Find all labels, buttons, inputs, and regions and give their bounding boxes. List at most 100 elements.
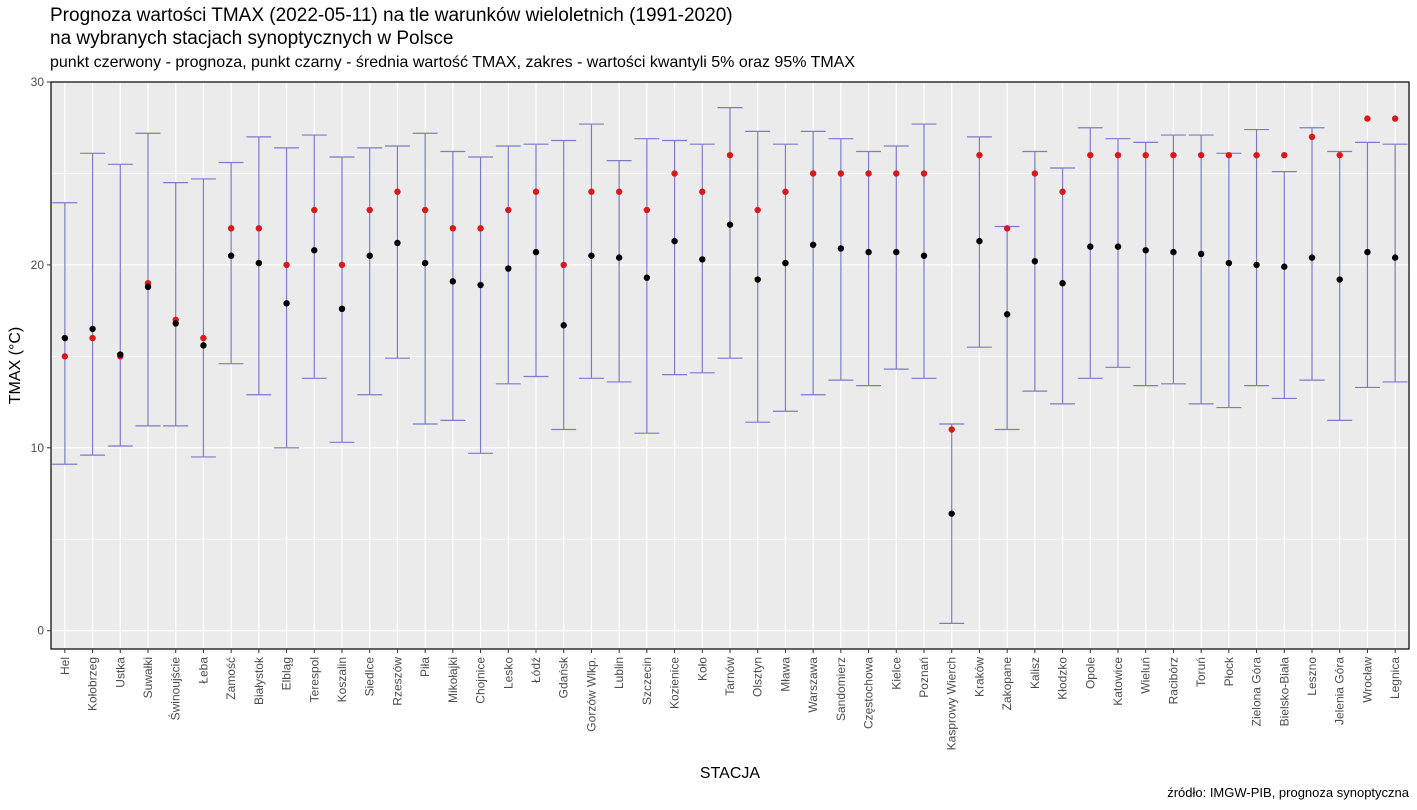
forecast-point bbox=[1308, 133, 1316, 141]
mean-point bbox=[1281, 263, 1288, 270]
x-tick-label: Lesko bbox=[501, 657, 515, 689]
mean-point bbox=[311, 247, 318, 254]
x-tick-label: Rzeszów bbox=[390, 657, 404, 706]
mean-point bbox=[560, 322, 567, 329]
x-tick-label: Opole bbox=[1083, 657, 1097, 689]
mean-point bbox=[227, 252, 235, 259]
x-tick-label: Poznań bbox=[917, 657, 931, 698]
mean-point bbox=[366, 252, 373, 259]
forecast-point bbox=[200, 334, 207, 342]
quantile-range-44 bbox=[1271, 171, 1297, 400]
x-tick-label: Tarnów bbox=[723, 657, 737, 696]
x-tick-label: Kalisz bbox=[1028, 657, 1042, 689]
quantile-range-4 bbox=[163, 181, 189, 427]
quantile-range-35 bbox=[1022, 150, 1048, 392]
quantile-range-6 bbox=[218, 161, 244, 365]
mean-point bbox=[338, 305, 346, 312]
quantile-range-30 bbox=[883, 145, 909, 370]
quantile-range-31 bbox=[911, 123, 937, 379]
x-tick-label: Świnoujście bbox=[168, 657, 183, 721]
forecast-point bbox=[1170, 151, 1177, 159]
forecast-point bbox=[615, 188, 623, 195]
forecast-point bbox=[89, 334, 96, 342]
x-tick-label: Gorzów Wlkp. bbox=[584, 657, 598, 732]
x-tick-label: Legnica bbox=[1388, 657, 1402, 699]
x-tick-label: Zamość bbox=[224, 657, 238, 700]
source-caption: źródło: IMGW-PIB, prognoza synoptyczna bbox=[1167, 785, 1409, 800]
x-tick-label: Wrocław bbox=[1360, 657, 1374, 703]
quantile-range-0 bbox=[52, 202, 78, 465]
forecast-point bbox=[1059, 188, 1066, 195]
forecast-point bbox=[837, 170, 845, 177]
forecast-point bbox=[394, 188, 401, 195]
quantile-range-47 bbox=[1354, 141, 1380, 389]
quantile-range-22 bbox=[662, 139, 688, 376]
forecast-point bbox=[1142, 151, 1149, 159]
x-tick-label: Kłodzko bbox=[1056, 657, 1070, 700]
mean-point bbox=[1391, 254, 1399, 261]
forecast-point bbox=[976, 151, 983, 159]
axes: 0 10 20 30 Hel Kołobrzeg Ustka Suwałki Świnoujśc… bbox=[31, 75, 1403, 750]
y-axis-title: TMAX (°C) bbox=[7, 327, 24, 405]
x-tick-label: Mława bbox=[778, 657, 792, 692]
mean-point bbox=[615, 254, 623, 261]
mean-point bbox=[1114, 243, 1122, 250]
mean-point bbox=[1364, 248, 1371, 256]
x-tick-label: Białystok bbox=[252, 656, 266, 705]
mean-point bbox=[61, 334, 69, 342]
x-tick-label: Terespol bbox=[307, 657, 321, 702]
mean-point bbox=[117, 351, 124, 358]
mean-point bbox=[920, 252, 928, 259]
x-tick-label: Chojnice bbox=[474, 657, 488, 704]
x-axis-title: STACJA bbox=[700, 765, 760, 782]
forecast-point bbox=[560, 261, 567, 269]
mean-point bbox=[809, 241, 817, 248]
forecast-point bbox=[338, 261, 346, 269]
x-tick-label: Kasprowy Wierch bbox=[945, 657, 959, 750]
mean-point bbox=[283, 300, 290, 307]
quantile-range-19 bbox=[578, 123, 604, 379]
mean-point bbox=[726, 221, 734, 228]
x-tick-label: Gdańsk bbox=[557, 656, 571, 698]
x-tick-label: Szczecin bbox=[640, 657, 654, 705]
x-tick-label: Kołobrzeg bbox=[86, 657, 100, 711]
forecast-point bbox=[809, 170, 817, 177]
quantile-range-21 bbox=[634, 138, 660, 434]
mean-point bbox=[477, 281, 484, 289]
quantile-range-13 bbox=[412, 132, 438, 425]
x-tick-label: Zakopane bbox=[1000, 657, 1014, 711]
quantile-range-5 bbox=[190, 178, 216, 458]
forecast-point bbox=[671, 170, 678, 177]
forecast-point bbox=[311, 206, 318, 214]
forecast-point bbox=[1253, 151, 1260, 159]
quantile-range-15 bbox=[468, 156, 494, 454]
forecast-point bbox=[1336, 151, 1343, 159]
mean-point bbox=[172, 320, 179, 327]
quantile-range-45 bbox=[1299, 127, 1325, 381]
x-tick-label: Jelenia Góra bbox=[1333, 657, 1347, 725]
quantile-range-17 bbox=[523, 143, 549, 378]
mean-point bbox=[532, 248, 540, 256]
forecast-point bbox=[255, 225, 263, 232]
quantile-range-24 bbox=[717, 107, 743, 359]
mean-point bbox=[421, 259, 429, 267]
quantile-range-38 bbox=[1105, 138, 1131, 368]
quantile-range-2 bbox=[107, 163, 133, 447]
quantile-range-10 bbox=[329, 156, 355, 443]
data-points bbox=[61, 115, 1399, 517]
forecast-point bbox=[283, 261, 290, 269]
mean-point bbox=[1142, 247, 1149, 254]
mean-point bbox=[1308, 254, 1316, 261]
x-tick-label: Racibórz bbox=[1166, 657, 1180, 704]
forecast-point bbox=[1197, 151, 1205, 159]
quantile-range-9 bbox=[301, 134, 327, 379]
quantile-range-29 bbox=[856, 150, 882, 387]
x-tick-label: Kielce bbox=[889, 657, 903, 690]
chart-subtitle: punkt czerwony - prognoza, punkt czarny … bbox=[50, 54, 856, 71]
quantile-range-3 bbox=[135, 132, 161, 427]
mean-point bbox=[1336, 276, 1343, 283]
x-tick-label: Bielsko-Biała bbox=[1277, 657, 1291, 727]
x-tick-label: Wieluń bbox=[1139, 657, 1153, 694]
forecast-point bbox=[366, 206, 373, 214]
